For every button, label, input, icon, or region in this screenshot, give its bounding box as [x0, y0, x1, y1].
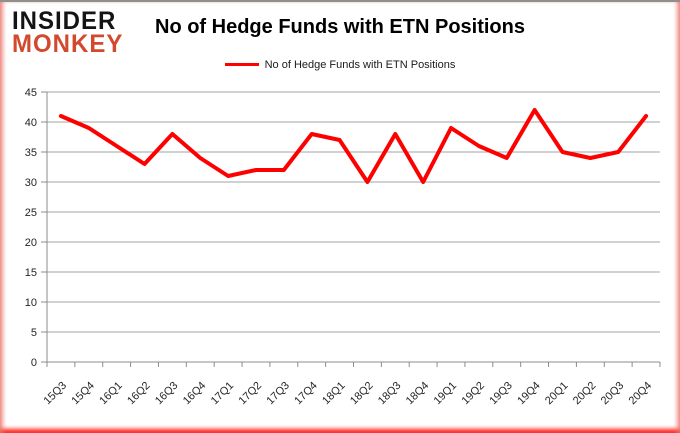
y-axis-label: 35	[25, 147, 37, 159]
chart-title: No of Hedge Funds with ETN Positions	[155, 16, 525, 38]
x-axis-label: 16Q3	[153, 380, 181, 408]
chart-legend: No of Hedge Funds with ETN Positions	[0, 59, 680, 71]
x-axis-label: 16Q2	[125, 380, 153, 408]
x-axis-label: 19Q2	[459, 380, 487, 408]
y-axis-label: 5	[31, 327, 37, 339]
x-axis-label: 17Q3	[264, 380, 292, 408]
x-axis-label: 18Q2	[348, 380, 376, 408]
x-axis-label: 16Q4	[181, 380, 209, 408]
data-line	[58, 108, 649, 184]
x-axis-label: 18Q1	[320, 380, 348, 408]
legend-line-marker	[224, 62, 259, 66]
x-axis-label: 15Q4	[69, 380, 97, 408]
legend-label: No of Hedge Funds with ETN Positions	[264, 59, 456, 72]
x-axis-label: 18Q3	[376, 380, 404, 408]
x-axis-label: 20Q2	[571, 380, 599, 408]
y-axis-label: 0	[31, 357, 37, 369]
x-axis-label: 19Q4	[515, 380, 543, 408]
y-axis-label: 15	[25, 267, 37, 279]
y-axis-label: 10	[25, 297, 37, 309]
y-axis-label: 40	[25, 117, 37, 129]
x-axis-label: 17Q1	[209, 380, 237, 408]
x-axis-label: 15Q3	[42, 380, 70, 408]
y-axis-label: 25	[25, 207, 37, 219]
x-axis-label: 20Q3	[599, 380, 627, 408]
insider-monkey-logo: INSIDER MONKEY	[12, 6, 124, 59]
logo-text-insider: INSIDER	[12, 6, 117, 36]
x-axis-label: 18Q4	[404, 380, 432, 408]
x-axis-label: 20Q1	[543, 380, 571, 408]
y-axis-label: 20	[25, 237, 37, 249]
x-axis-label: 17Q2	[237, 380, 265, 408]
logo-text-monkey: MONKEY	[12, 30, 124, 59]
x-axis-label: 19Q1	[432, 380, 460, 408]
y-axis-label: 30	[25, 177, 37, 189]
x-axis-label: 16Q1	[97, 380, 125, 408]
y-axis-label: 45	[25, 87, 37, 99]
x-axis-label: 20Q4	[627, 380, 655, 408]
x-axis-label: 17Q4	[292, 380, 320, 408]
x-axis-label: 19Q3	[487, 380, 515, 408]
